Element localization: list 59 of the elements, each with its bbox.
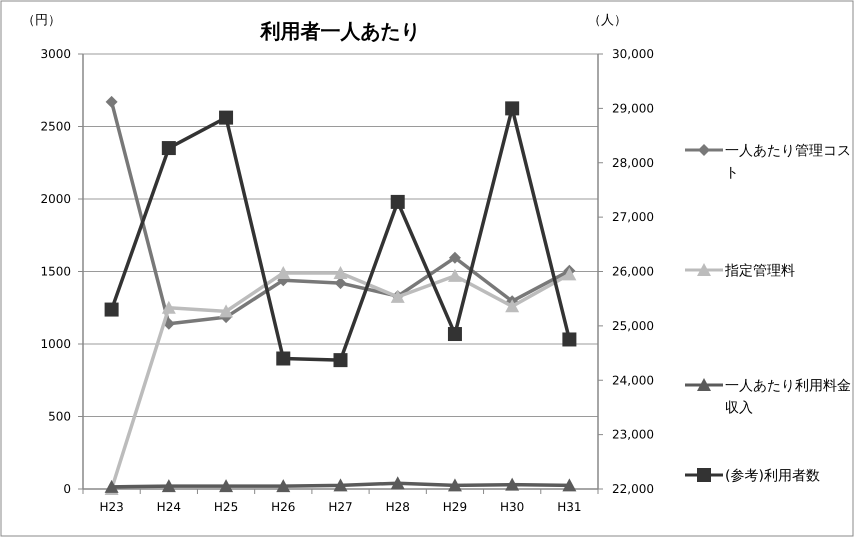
y2-axis-title: （人）	[588, 13, 627, 28]
x-tick-label: H29	[442, 500, 468, 514]
x-tick-label: H24	[156, 500, 181, 514]
y-tick-label: 3000	[40, 47, 71, 61]
x-tick-label: H25	[214, 500, 238, 514]
point	[219, 479, 234, 492]
y2-tick-label: 26,000	[612, 264, 654, 278]
point	[104, 480, 119, 493]
point	[219, 304, 234, 318]
y2-tick-label: 23,000	[612, 428, 654, 442]
y2-tick-label: 29,000	[612, 101, 654, 116]
x-tick-label: H31	[557, 500, 582, 514]
point	[448, 478, 462, 492]
point	[562, 478, 576, 492]
point	[276, 352, 290, 366]
y-tick-label: 1000	[40, 337, 71, 351]
point	[276, 479, 290, 492]
y2-tick-label: 22,000	[612, 482, 654, 496]
legend-label: 一人あたり管理コスト	[725, 143, 851, 181]
point	[448, 327, 462, 342]
point	[162, 479, 176, 492]
point	[390, 476, 405, 490]
point	[106, 96, 118, 108]
point	[104, 302, 119, 317]
point	[276, 266, 290, 279]
point	[505, 101, 520, 116]
y2-tick-label: 28,000	[612, 156, 654, 170]
legend-label: 指定管理料	[724, 263, 795, 279]
x-tick-label: H30	[500, 500, 524, 514]
y-tick-label: 0	[63, 482, 71, 496]
x-tick-label: H23	[99, 500, 124, 514]
point	[334, 478, 348, 492]
point	[448, 252, 461, 264]
legend-label: (参考)利用者数	[725, 468, 820, 484]
point	[334, 353, 348, 368]
point	[562, 267, 576, 280]
chart-title: 利用者一人あたり	[260, 19, 420, 43]
y-tick-label: 1500	[40, 264, 71, 278]
point	[162, 300, 176, 314]
point	[162, 141, 176, 156]
x-tick-label: H27	[328, 500, 353, 514]
point	[390, 194, 405, 209]
point	[448, 268, 462, 282]
x-tick-label: H26	[271, 500, 296, 514]
y2-tick-label: 24,000	[612, 373, 654, 388]
y2-tick-label: 27,000	[612, 210, 654, 224]
legend-label: 一人あたり利用料金収入	[725, 378, 851, 416]
x-tick-label: H28	[386, 500, 410, 514]
y-tick-label: 500	[48, 410, 71, 424]
y2-tick-label: 30,000	[612, 47, 654, 61]
point	[505, 299, 520, 312]
point	[562, 332, 576, 346]
point	[505, 478, 520, 491]
y-tick-label: 2000	[40, 192, 71, 206]
y2-tick-label: 25,000	[612, 318, 654, 333]
point	[219, 110, 234, 125]
point	[334, 266, 348, 279]
y-axis-title: （円）	[22, 13, 61, 28]
y-tick-label: 2500	[40, 120, 71, 134]
